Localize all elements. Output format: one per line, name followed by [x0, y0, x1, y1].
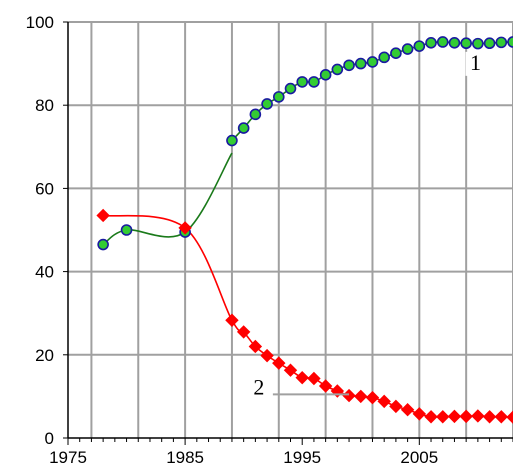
curve-label-2-background — [246, 376, 271, 401]
series-2-point — [248, 339, 263, 354]
series-1-point — [413, 40, 426, 52]
ticks: 1975 1985 1995 2005 0 20 40 60 80 100 — [26, 13, 439, 467]
series-1-point — [460, 37, 472, 50]
series-2-point — [236, 325, 251, 339]
series-1-point — [483, 37, 496, 50]
y-tick-label: 20 — [35, 346, 54, 365]
series-1-point — [97, 238, 109, 251]
series-1-point — [296, 76, 309, 88]
series-2-point — [412, 407, 427, 421]
series-1-point — [237, 122, 250, 134]
series-1-point — [319, 69, 332, 81]
series-2-point — [424, 410, 438, 424]
series-2-point — [389, 399, 403, 414]
series-2-point — [377, 394, 391, 409]
series-2-point — [295, 370, 309, 385]
series-2-point — [494, 410, 508, 424]
series-1-point — [261, 98, 273, 110]
curve-label-2: 2 — [253, 374, 264, 399]
series-2-point — [318, 379, 333, 393]
x-tick-label: 1975 — [49, 448, 87, 467]
series-2-point — [272, 356, 286, 370]
x-tick-label: 1985 — [166, 448, 204, 467]
series-2-point — [471, 409, 485, 423]
series-1-point — [226, 134, 238, 147]
y-tick-label: 80 — [35, 96, 54, 115]
series-1-point — [472, 37, 484, 50]
curve-label-1: 1 — [470, 50, 481, 75]
axes — [63, 21, 513, 445]
series-markers — [96, 36, 513, 424]
series-1-point — [308, 76, 320, 88]
y-tick-label: 60 — [35, 179, 54, 198]
series-1-early-line — [102, 152, 233, 246]
y-tick-label: 0 — [45, 429, 54, 448]
series-2-point — [225, 313, 239, 327]
x-tick-label: 2005 — [400, 448, 438, 467]
series-2-point — [307, 371, 321, 386]
y-tick-label: 100 — [26, 13, 54, 32]
y-tick-label: 40 — [35, 263, 54, 282]
series-2-point — [447, 409, 462, 424]
series-2-point — [365, 390, 380, 405]
series-1-point — [331, 63, 344, 76]
curve-label-1-background — [465, 51, 486, 76]
series-1-point — [120, 224, 133, 236]
series-1-point — [401, 43, 414, 55]
series-1-point — [249, 108, 262, 121]
series-1-point — [378, 51, 390, 64]
series-1-point — [495, 36, 508, 49]
series-2-point — [178, 221, 192, 235]
series-2-point — [354, 389, 368, 404]
x-tick-label: 1995 — [283, 448, 321, 467]
series-2-point — [459, 409, 473, 424]
series-1-point — [284, 82, 297, 95]
series-2-point — [283, 363, 298, 377]
series-2-point — [506, 410, 513, 424]
series-1-point — [354, 57, 367, 70]
series-1-point — [507, 36, 513, 48]
series-1-point — [448, 36, 461, 49]
series-2-point — [436, 410, 450, 424]
series-2-point — [96, 208, 110, 223]
series-1-point — [390, 47, 402, 60]
curve-labels: 12 — [246, 50, 486, 401]
series-2-point — [482, 410, 497, 424]
series-1-point — [425, 36, 437, 49]
series-1-point — [366, 56, 379, 68]
series-1-point — [436, 36, 449, 48]
series-1-point — [343, 59, 355, 72]
series-2-point — [400, 403, 415, 417]
series-2-point — [260, 348, 274, 363]
series-1-point — [272, 91, 285, 103]
